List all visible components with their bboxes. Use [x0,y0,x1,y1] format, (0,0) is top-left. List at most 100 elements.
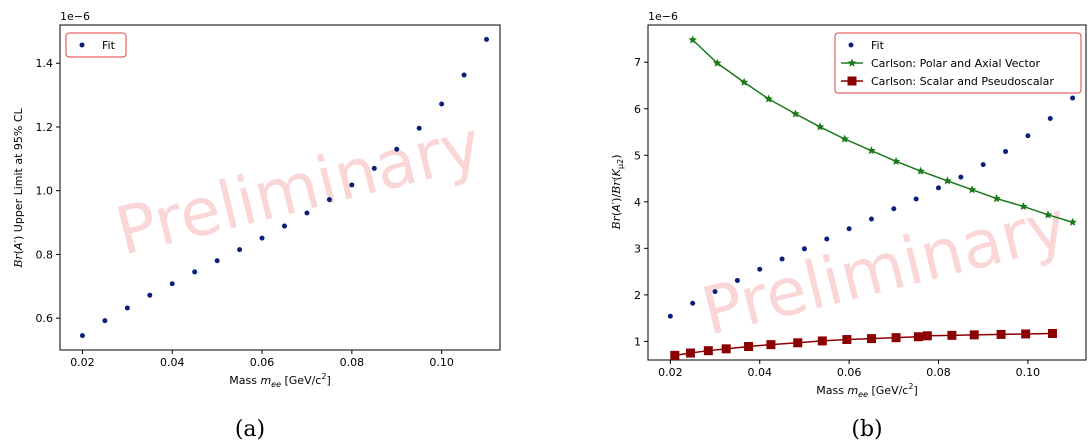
x-axis-label-b: Mass mee [GeV/c2] [816,382,918,399]
data-point [757,266,763,272]
x-tick-label: 0.04 [160,356,185,369]
star-marker [916,166,925,175]
data-point [1003,149,1009,155]
data-point [734,277,740,283]
star-marker [867,146,876,155]
data-point [416,125,422,131]
y-tick-label: 1.4 [36,57,54,70]
y-ticks-a: 0.6 0.8 1.0 1.2 1.4 [36,57,60,325]
x-tick-label: 0.04 [747,366,772,379]
legend-frame [834,32,1082,94]
data-point [484,36,490,42]
legend-marker [847,58,857,67]
square-marker [766,340,776,350]
star-marker [815,122,825,131]
data-point [147,292,153,298]
y-tick-label: 3 [634,242,641,255]
data-point [958,174,964,180]
x-tick-label: 0.02 [658,366,683,379]
star-marker [713,58,722,67]
data-point [1070,95,1076,101]
square-marker [866,334,876,344]
data-point [281,223,287,229]
data-point [439,101,445,107]
square-marker [842,335,852,345]
x-axis-label-a: Mass mee [GeV/c2] [229,372,331,389]
series-a [79,36,490,339]
data-point [326,197,332,203]
watermark-b: Preliminary [694,186,1074,351]
chart-panel-b: Preliminary 1e−6 0.02 0.04 0.06 0.08 0.10 1 2… [610,10,1087,442]
data-point [801,246,807,252]
plot-frame-a [59,24,501,351]
star-marker [791,109,800,118]
data-point [779,256,785,262]
square-marker [685,348,695,358]
star-marker [1043,210,1053,219]
panel-caption-a: (a) [235,417,265,442]
square-marker [1047,328,1057,338]
y-tick-label: 1 [634,335,641,348]
star-marker [688,35,697,44]
x-tick-label: 0.10 [429,356,454,369]
y-tick-label: 6 [634,103,641,116]
star-marker [739,77,749,86]
legend-label: Carlson: Polar and Axial Vector [871,57,1041,70]
data-point [394,146,400,152]
legend-marker [847,76,857,86]
data-point [304,210,310,216]
square-marker [969,330,979,340]
star-marker [992,194,1001,203]
x-tick-label: 0.08 [926,366,951,379]
star-marker [1019,201,1028,211]
data-point [102,318,108,324]
x-tick-label: 0.10 [1016,366,1041,379]
x-ticks-b: 0.02 0.04 0.06 0.08 0.10 [658,360,1040,379]
data-point [846,226,852,232]
legend-a: Fit [65,32,127,58]
square-marker [1021,329,1031,339]
star-marker [1068,217,1077,226]
data-point [936,185,942,191]
square-marker [891,333,901,343]
y-tick-label: 0.8 [36,248,54,261]
x-tick-label: 0.06 [837,366,862,379]
x-tick-label: 0.08 [340,356,365,369]
data-point [868,216,874,222]
y-tick-label: 1.2 [36,121,54,134]
star-marker [764,94,773,103]
data-point [192,269,198,275]
legend-label: Carlson: Scalar and Pseudoscalar [871,75,1054,88]
star-marker [967,185,977,194]
y-tick-label: 1.0 [36,185,54,198]
y-tick-label: 4 [634,196,641,209]
data-point [913,196,919,202]
y-tick-label: 5 [634,149,641,162]
legend-label: Fit [102,39,116,52]
y-axis-label-a: Br(A′) Upper Limit at 95% CL [12,107,25,268]
legend-marker [848,42,854,48]
y-tick-label: 2 [634,289,641,302]
data-point [461,72,467,78]
legend-frame [65,32,127,58]
legend-b: Fit Carlson: Polar and Axial Vector Carlso… [834,32,1082,94]
data-point [891,206,897,212]
square-marker [913,332,923,342]
legend-marker [79,42,85,48]
data-point [79,333,85,339]
x-tick-label: 0.02 [70,356,95,369]
watermark-a: Preliminary [108,106,488,271]
data-point [371,165,377,171]
series-b [667,35,1077,360]
data-point [1025,133,1031,139]
series-line [692,39,1073,223]
data-point [237,247,243,253]
x-ticks-a: 0.02 0.04 0.06 0.08 0.10 [70,350,454,369]
legend-label: Fit [871,39,885,52]
y-tick-label: 7 [634,56,641,69]
panel-caption-b: (b) [851,417,882,442]
data-point [690,300,696,306]
x-tick-label: 0.06 [250,356,275,369]
y-tick-label: 0.6 [36,312,54,325]
